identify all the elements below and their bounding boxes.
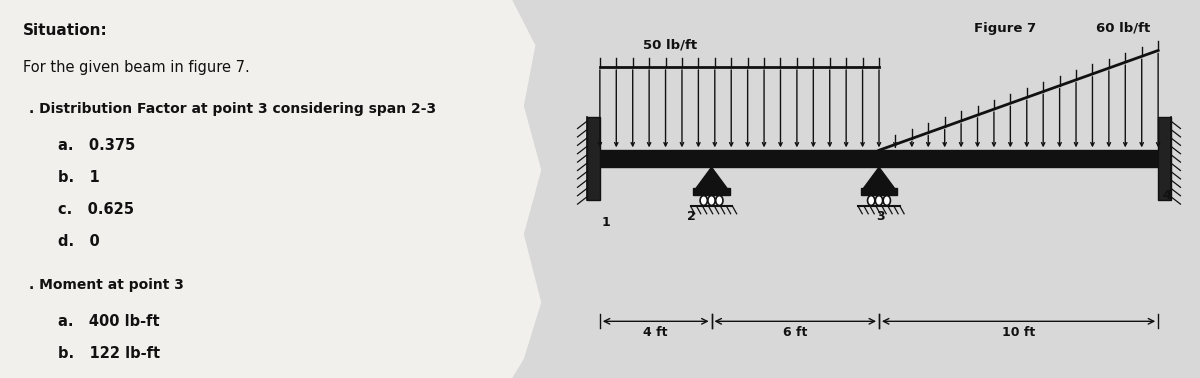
Text: Figure 7: Figure 7 [973,22,1036,34]
Text: 50 lb/ft: 50 lb/ft [642,38,697,51]
Circle shape [708,196,715,206]
Bar [860,188,898,195]
Text: 3: 3 [876,210,884,223]
Text: 2: 2 [688,210,696,223]
Bar [1158,117,1171,200]
Text: . Distribution Factor at point 3 considering span 2-3: . Distribution Factor at point 3 conside… [29,102,437,116]
Bar [600,150,1158,167]
Polygon shape [696,167,727,188]
Text: Situation:: Situation: [23,23,108,38]
Text: c.   0.625: c. 0.625 [59,202,134,217]
Polygon shape [0,0,541,378]
Text: 10 ft: 10 ft [1002,326,1036,339]
Polygon shape [864,167,894,188]
Text: 1: 1 [601,216,610,229]
Text: 60 lb/ft: 60 lb/ft [1096,22,1150,34]
Circle shape [700,196,707,206]
Text: b.   1: b. 1 [59,170,100,185]
Bar [694,188,730,195]
Circle shape [875,196,883,206]
Text: 4: 4 [1163,189,1171,202]
Bar [587,117,600,200]
Circle shape [715,196,722,206]
Circle shape [868,196,875,206]
Text: For the given beam in figure 7.: For the given beam in figure 7. [23,60,250,76]
Text: a.   0.375: a. 0.375 [59,138,136,153]
Text: a.   400 lb-ft: a. 400 lb-ft [59,314,160,329]
Text: d.   0: d. 0 [59,234,100,249]
Text: . Moment at point 3: . Moment at point 3 [29,278,184,292]
Text: 6 ft: 6 ft [784,326,808,339]
Text: b.   122 lb-ft: b. 122 lb-ft [59,346,161,361]
Circle shape [883,196,890,206]
Text: 4 ft: 4 ft [643,326,668,339]
